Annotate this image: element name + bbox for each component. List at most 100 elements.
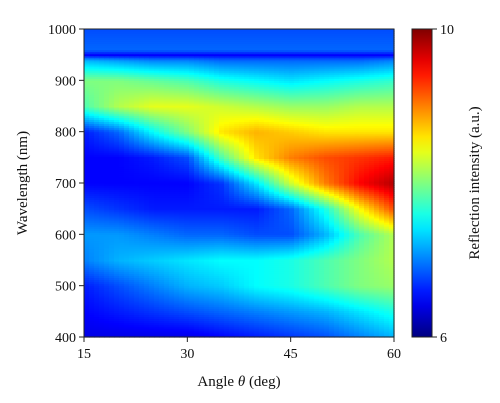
heatmap-cell (329, 295, 335, 299)
heatmap-cell (289, 254, 295, 258)
heatmap-cell (199, 310, 205, 313)
heatmap-cell (139, 240, 145, 244)
heatmap-cell (339, 242, 345, 246)
heatmap-cell (124, 328, 130, 332)
heatmap-cell (264, 293, 270, 297)
heatmap-cell (239, 180, 245, 184)
heatmap-cell (109, 263, 115, 266)
heatmap-cell (294, 293, 300, 297)
heatmap-cell (129, 242, 135, 246)
heatmap-cell (179, 240, 185, 244)
heatmap-cell (289, 314, 295, 318)
heatmap-cell (214, 281, 220, 285)
heatmap-cell (149, 300, 155, 303)
heatmap-cell (254, 209, 260, 213)
heatmap-cell (264, 277, 270, 281)
heatmap-cell (299, 312, 305, 316)
heatmap-cell (269, 240, 275, 244)
heatmap-cell (139, 187, 145, 190)
heatmap-cell (179, 180, 185, 184)
heatmap-cell (279, 285, 285, 289)
heatmap-cell (144, 293, 150, 297)
heatmap-cell (274, 197, 280, 201)
heatmap-cell (234, 316, 240, 320)
heatmap-cell (329, 226, 335, 229)
heatmap-cell (329, 302, 335, 305)
heatmap-cell (194, 267, 200, 270)
heatmap-cell (389, 207, 395, 211)
heatmap-cell (239, 324, 245, 328)
heatmap-cell (334, 332, 340, 336)
heatmap-cell (314, 219, 320, 223)
heatmap-cell (224, 267, 230, 270)
heatmap-cell (209, 318, 215, 322)
heatmap-cell (324, 295, 330, 299)
heatmap-cell (94, 254, 100, 258)
heatmap-cell (354, 238, 360, 242)
heatmap-cell (324, 279, 330, 283)
heatmap-cell (369, 320, 375, 324)
heatmap-cell (279, 240, 285, 244)
heatmap-cell (229, 261, 235, 264)
heatmap-cell (149, 269, 155, 272)
heatmap-cell (139, 316, 145, 320)
heatmap-cell (244, 183, 250, 186)
heatmap-cell (314, 232, 320, 235)
heatmap-cell (179, 265, 185, 268)
heatmap-cell (239, 273, 245, 276)
heatmap-cell (304, 252, 310, 256)
heatmap-cell (294, 306, 300, 309)
heatmap-cell (269, 215, 275, 219)
heatmap-cell (289, 232, 295, 235)
heatmap-cell (239, 224, 245, 227)
heatmap-cell (374, 242, 380, 246)
heatmap-cell (374, 314, 380, 318)
heatmap-cell (359, 312, 365, 316)
heatmap-cell (239, 267, 245, 270)
heatmap-cell (379, 178, 385, 182)
heatmap-cell (119, 277, 125, 281)
heatmap-cell (94, 328, 100, 332)
heatmap-cell (239, 312, 245, 316)
heatmap-cell (349, 326, 355, 330)
heatmap-cell (94, 316, 100, 320)
heatmap-cell (319, 248, 325, 252)
heatmap-cell (169, 302, 175, 305)
heatmap-cell (369, 322, 375, 326)
heatmap-cell (379, 232, 385, 235)
heatmap-cell (224, 222, 230, 225)
heatmap-cell (369, 240, 375, 244)
heatmap-cell (164, 328, 170, 332)
heatmap-cell (309, 176, 315, 180)
heatmap-cell (154, 199, 160, 203)
heatmap-cell (319, 217, 325, 221)
heatmap-cell (284, 180, 290, 184)
heatmap-cell (279, 291, 285, 295)
heatmap-cell (154, 219, 160, 223)
heatmap-cell (219, 334, 225, 338)
heatmap-cell (109, 300, 115, 303)
heatmap-cell (354, 334, 360, 338)
heatmap-cell (174, 234, 180, 237)
heatmap-cell (354, 322, 360, 326)
heatmap-cell (349, 273, 355, 276)
heatmap-cell (84, 246, 90, 250)
heatmap-cell (129, 285, 135, 289)
heatmap-cell (119, 271, 125, 274)
heatmap-cell (149, 332, 155, 336)
heatmap-cell (209, 234, 215, 237)
heatmap-cell (234, 176, 240, 180)
heatmap-cell (204, 199, 210, 203)
heatmap-cell (364, 310, 370, 313)
heatmap-cell (379, 304, 385, 307)
heatmap-cell (214, 176, 220, 180)
heatmap-cell (354, 236, 360, 240)
heatmap-cell (134, 326, 140, 330)
heatmap-cell (339, 203, 345, 207)
heatmap-cell (119, 269, 125, 272)
heatmap-cell (289, 326, 295, 330)
heatmap-cell (129, 300, 135, 303)
heatmap-cell (314, 320, 320, 324)
heatmap-cell (329, 197, 335, 201)
heatmap-cell (309, 328, 315, 332)
